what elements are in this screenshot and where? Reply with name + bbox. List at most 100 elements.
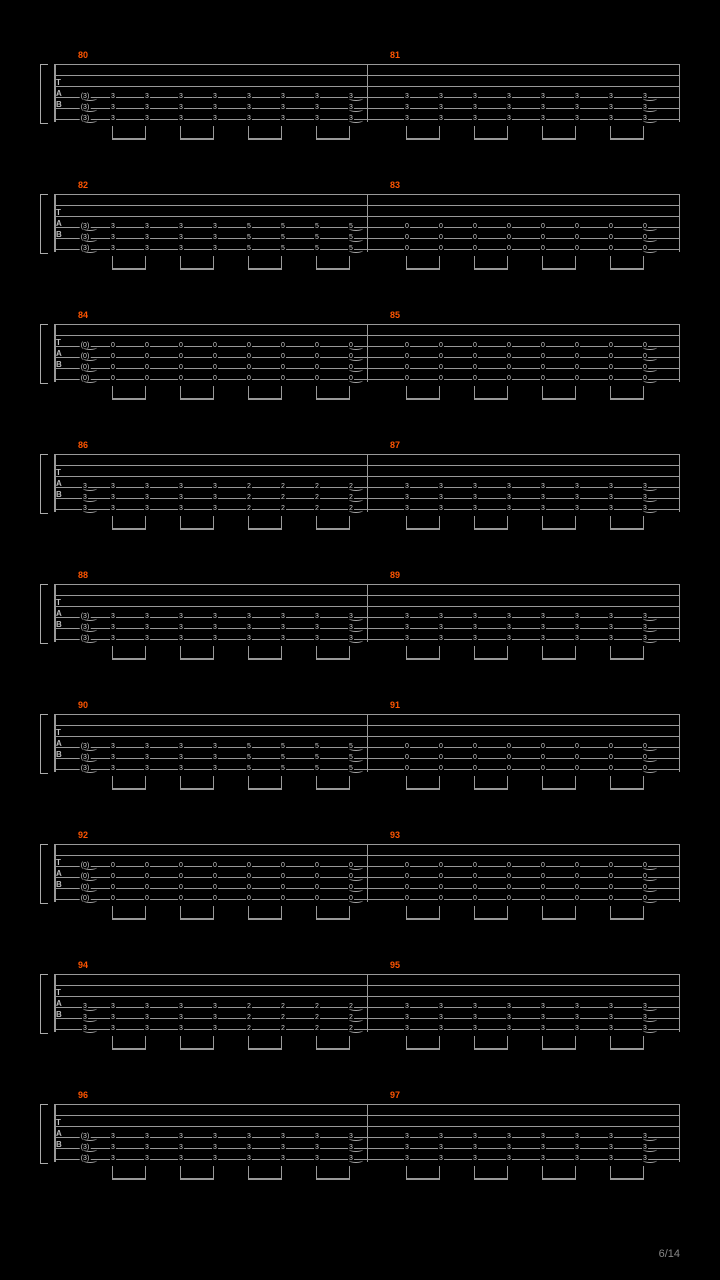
tie-arc (643, 627, 657, 632)
fret-number: 3 (280, 1133, 286, 1141)
tab-staff: TAB3333333333333332222222222223333333333… (54, 974, 680, 1032)
fret-number: 3 (314, 104, 320, 112)
measure-number: 97 (390, 1090, 400, 1100)
fret-number: 3 (280, 1144, 286, 1152)
beam-group (610, 1166, 644, 1180)
chord-column: 333 (278, 64, 288, 122)
tie-arc (83, 638, 97, 643)
fret-number: 3 (178, 1003, 184, 1011)
chord-column: 333 (312, 64, 322, 122)
fret-number: 3 (540, 505, 546, 513)
fret-number: 3 (472, 1144, 478, 1152)
fret-number: 3 (404, 1014, 410, 1022)
measure-number: 91 (390, 700, 400, 710)
chord-column: 555 (278, 714, 288, 772)
tie-arc (643, 1006, 657, 1011)
chord-column: 333 (210, 194, 220, 252)
fret-number: 3 (144, 1003, 150, 1011)
fret-number: 0 (280, 342, 286, 350)
fret-number: 0 (212, 353, 218, 361)
fret-number: 3 (212, 624, 218, 632)
beam-group (316, 1166, 350, 1180)
barline (367, 324, 368, 382)
beam-group (180, 516, 214, 530)
chord-column: 333 (504, 64, 514, 122)
fret-number: 0 (472, 364, 478, 372)
chord-column: 0000 (640, 844, 650, 902)
fret-number: 3 (246, 1133, 252, 1141)
chord-column: 222 (244, 454, 254, 512)
fret-number: 3 (574, 1155, 580, 1163)
fret-number: 3 (404, 1003, 410, 1011)
fret-number: 2 (314, 483, 320, 491)
fret-number: 3 (608, 1155, 614, 1163)
tab-staff: TAB(3)(3)(3)3333333333335555555555550000… (54, 714, 680, 772)
fret-number: 0 (404, 743, 410, 751)
chord-column: 333 (142, 194, 152, 252)
fret-number: 0 (110, 364, 116, 372)
fret-number: 3 (540, 93, 546, 101)
chord-column: 333 (142, 714, 152, 772)
fret-number: 3 (110, 1144, 116, 1152)
chord-column: 0000 (606, 324, 616, 382)
system-bracket (40, 844, 48, 904)
fret-number: 0 (314, 364, 320, 372)
fret-number: 3 (178, 234, 184, 242)
chord-column: 333 (504, 974, 514, 1032)
fret-number: 0 (144, 375, 150, 383)
fret-number: 3 (574, 115, 580, 123)
fret-number: 0 (574, 895, 580, 903)
fret-number: 0 (314, 884, 320, 892)
fret-number: 3 (212, 1133, 218, 1141)
tie-arc (83, 378, 97, 383)
tab-clef-letter: A (56, 348, 62, 359)
beam-group (180, 256, 214, 270)
fret-number: 0 (404, 884, 410, 892)
fret-number: 3 (574, 505, 580, 513)
chord-column: 0000 (572, 844, 582, 902)
tie-arc (349, 356, 363, 361)
fret-number: 3 (574, 93, 580, 101)
fret-number: 3 (280, 613, 286, 621)
system-bracket (40, 1104, 48, 1164)
fret-number: 3 (472, 483, 478, 491)
chord-column: 0000 (142, 324, 152, 382)
fret-number: 0 (246, 862, 252, 870)
fret-number: 5 (314, 245, 320, 253)
barline (679, 1104, 681, 1162)
barline (367, 844, 368, 902)
fret-number: 3 (280, 624, 286, 632)
system-bracket (40, 194, 48, 254)
beam-group (180, 776, 214, 790)
fret-number: 3 (280, 115, 286, 123)
tab-clef-letter: A (56, 998, 62, 1009)
fret-number: 3 (246, 635, 252, 643)
fret-number: 0 (314, 873, 320, 881)
fret-number: 2 (314, 1003, 320, 1011)
beam-group (406, 386, 440, 400)
chord-column: 333 (142, 1104, 152, 1162)
barline (679, 454, 681, 512)
tab-clef-letter: A (56, 218, 62, 229)
beam-group (406, 646, 440, 660)
fret-number: 3 (574, 1025, 580, 1033)
beam-group (316, 386, 350, 400)
fret-number: 3 (212, 1025, 218, 1033)
tie-arc (83, 345, 97, 350)
tie-arc (643, 887, 657, 892)
fret-number: 0 (110, 862, 116, 870)
fret-number: 5 (314, 223, 320, 231)
fret-number: 0 (438, 895, 444, 903)
fret-number: 3 (438, 1155, 444, 1163)
fret-number: 3 (438, 494, 444, 502)
fret-number: 3 (574, 1014, 580, 1022)
chord-column: 0000 (538, 844, 548, 902)
fret-number: 3 (212, 245, 218, 253)
fret-number: 3 (144, 483, 150, 491)
fret-number: 3 (438, 613, 444, 621)
chord-column: 333 (210, 974, 220, 1032)
fret-number: 3 (404, 93, 410, 101)
fret-number: 0 (144, 353, 150, 361)
fret-number: 0 (608, 234, 614, 242)
beam-group (112, 256, 146, 270)
